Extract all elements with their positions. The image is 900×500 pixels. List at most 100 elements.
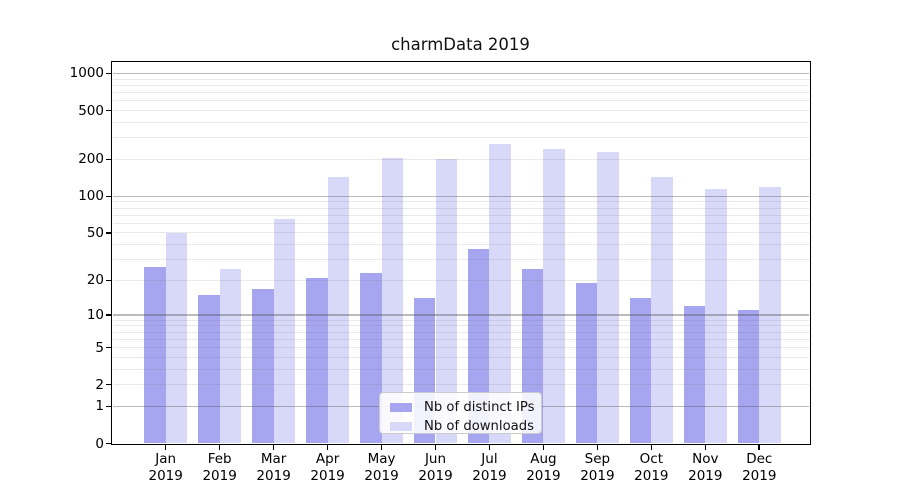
gridline-minor	[113, 84, 809, 86]
bar-nb-of-distinct-ips	[144, 266, 166, 444]
x-tick-label: Sep 2019	[580, 451, 615, 484]
x-tick-label: Jun 2019	[418, 451, 453, 484]
legend: Nb of distinct IPs Nb of downloads	[379, 392, 542, 434]
legend-item-distinct-ips: Nb of distinct IPs	[390, 398, 541, 416]
y-tick-label: 200	[78, 151, 104, 168]
gridline-minor	[113, 137, 809, 139]
bar-nb-of-downloads	[651, 176, 673, 444]
y-tick-mark	[106, 72, 112, 75]
bar-nb-of-downloads	[381, 158, 404, 444]
gridline-minor	[113, 110, 809, 112]
x-tick-label: Apr 2019	[310, 451, 345, 484]
y-tick-label: 0	[95, 435, 104, 452]
x-tick-mark	[218, 444, 221, 450]
gridline-minor	[113, 121, 809, 123]
bar-nb-of-downloads	[489, 144, 512, 444]
gridline-minor	[113, 214, 809, 216]
gridline-minor	[113, 244, 809, 246]
gridline-major	[113, 314, 809, 316]
legend-swatch-downloads	[390, 421, 412, 431]
y-tick-mark	[106, 405, 112, 408]
gridline-minor	[113, 325, 809, 327]
bar-nb-of-distinct-ips	[198, 295, 220, 444]
gridline-minor	[113, 78, 809, 80]
gridline-minor	[113, 222, 809, 224]
y-tick-mark	[106, 158, 112, 161]
x-tick-mark	[164, 444, 167, 450]
gridline-minor	[113, 384, 809, 386]
y-tick-label: 1000	[69, 65, 104, 82]
gridline-minor	[113, 92, 809, 94]
x-tick-label: May 2019	[364, 451, 399, 484]
bar-nb-of-downloads	[759, 186, 781, 444]
bar-nb-of-downloads	[435, 159, 458, 444]
y-tick-mark	[106, 346, 112, 349]
y-tick-mark	[106, 314, 112, 316]
legend-swatch-distinct-ips	[390, 402, 412, 412]
gridline-minor	[113, 279, 809, 281]
bar-nb-of-distinct-ips	[683, 306, 706, 444]
y-tick-label: 500	[78, 102, 104, 119]
bar-nb-of-distinct-ips	[629, 298, 652, 444]
y-tick-mark	[106, 442, 112, 445]
gridline-major	[113, 195, 809, 198]
y-tick-label: 20	[86, 272, 104, 289]
legend-item-downloads: Nb of downloads	[390, 417, 541, 435]
gridline-minor	[113, 368, 809, 370]
bar-nb-of-distinct-ips	[305, 277, 328, 444]
x-tick-label: Oct 2019	[634, 451, 669, 484]
gridline-minor	[113, 319, 809, 321]
y-tick-label: 2	[95, 376, 104, 393]
y-tick-mark	[106, 109, 112, 112]
x-tick-label: Feb 2019	[202, 451, 237, 484]
gridline-minor	[113, 201, 809, 203]
y-tick-label: 100	[78, 188, 104, 205]
bar-nb-of-distinct-ips	[737, 310, 760, 444]
chart-title: charmData 2019	[391, 35, 530, 54]
x-tick-label: Dec 2019	[742, 451, 777, 484]
y-tick-mark	[106, 279, 112, 282]
x-tick-mark	[704, 444, 707, 450]
bar-nb-of-downloads	[327, 176, 350, 444]
x-tick-mark	[488, 444, 491, 450]
x-tick-label: Jul 2019	[472, 451, 507, 484]
y-tick-label: 5	[95, 339, 104, 356]
bar-nb-of-downloads	[219, 269, 242, 444]
legend-label-distinct-ips: Nb of distinct IPs	[424, 399, 535, 415]
bar-nb-of-downloads	[543, 148, 565, 444]
y-tick-label: 10	[86, 307, 104, 324]
gridline-minor	[113, 232, 809, 234]
gridline-minor	[113, 259, 809, 261]
gridline-minor	[113, 158, 809, 160]
bar-nb-of-downloads	[273, 219, 296, 444]
legend-label-downloads: Nb of downloads	[424, 418, 534, 434]
x-tick-label: Nov 2019	[688, 451, 723, 484]
gridline-major	[113, 72, 809, 75]
x-tick-label: Jan 2019	[148, 451, 183, 484]
gridline-minor	[113, 356, 809, 358]
x-tick-mark	[542, 444, 545, 450]
x-tick-mark	[434, 444, 437, 450]
y-tick-label: 50	[86, 224, 104, 241]
y-tick-label: 1	[95, 398, 104, 415]
bar-nb-of-distinct-ips	[252, 288, 274, 444]
x-tick-label: Aug 2019	[526, 451, 561, 484]
x-tick-label: Mar 2019	[256, 451, 291, 484]
y-tick-mark	[106, 232, 112, 234]
x-tick-mark	[596, 444, 599, 450]
bar-nb-of-downloads	[597, 152, 619, 444]
x-tick-mark	[758, 444, 761, 450]
bar-nb-of-distinct-ips	[359, 273, 382, 444]
gridline-minor	[113, 347, 809, 349]
x-tick-mark	[272, 444, 275, 450]
y-tick-mark	[106, 383, 112, 386]
x-tick-mark	[650, 444, 653, 450]
gridline-minor	[113, 331, 809, 333]
y-tick-mark	[106, 195, 112, 198]
x-tick-mark	[326, 444, 329, 450]
gridline-minor	[113, 338, 809, 340]
bar-nb-of-distinct-ips	[575, 283, 598, 444]
bar-nb-of-downloads	[705, 188, 727, 444]
gridline-minor	[113, 207, 809, 209]
